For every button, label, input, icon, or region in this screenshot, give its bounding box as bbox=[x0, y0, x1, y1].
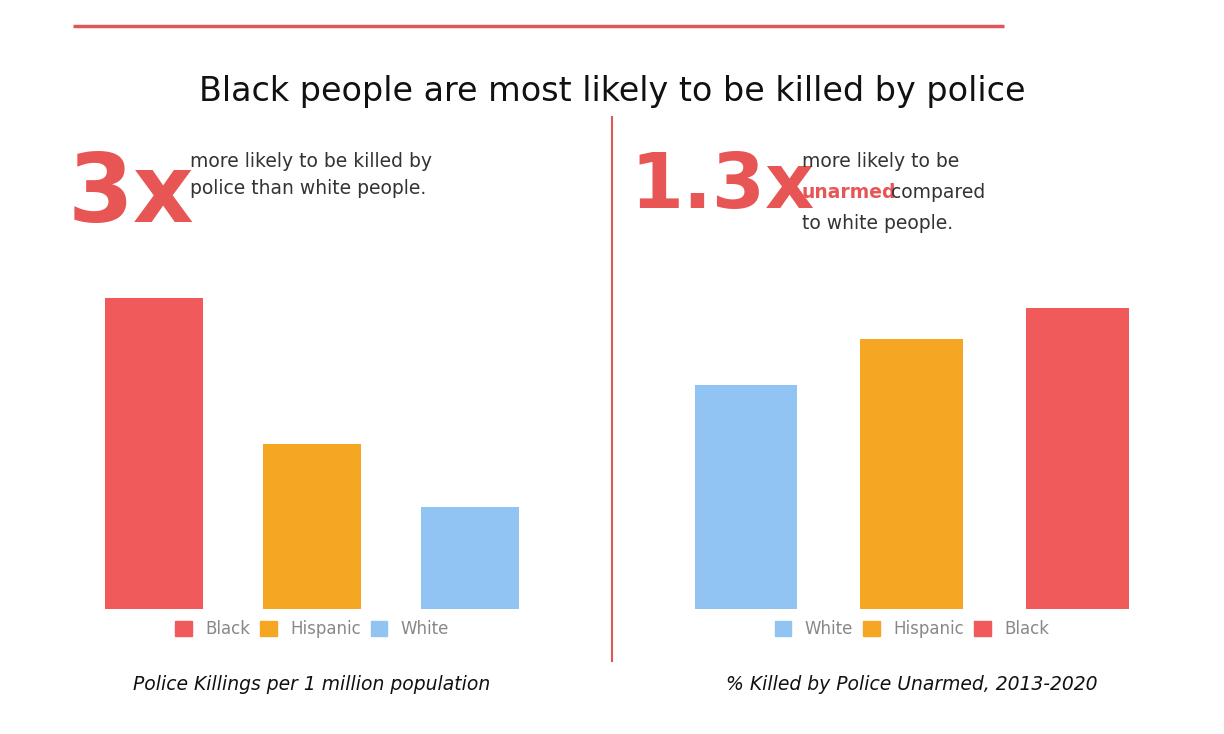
Bar bbox=[1026, 308, 1129, 609]
Legend: White, Hispanic, Black: White, Hispanic, Black bbox=[769, 614, 1055, 645]
Text: % Killed by Police Unarmed, 2013-2020: % Killed by Police Unarmed, 2013-2020 bbox=[726, 675, 1098, 694]
Bar bbox=[695, 385, 798, 609]
Text: to white people.: to white people. bbox=[802, 214, 952, 233]
Bar bbox=[105, 298, 203, 609]
Text: more likely to be: more likely to be bbox=[802, 152, 958, 171]
Bar bbox=[860, 339, 963, 609]
Legend: Black, Hispanic, White: Black, Hispanic, White bbox=[169, 614, 455, 645]
Text: 1.3x: 1.3x bbox=[630, 150, 815, 225]
Text: Police Killings per 1 million population: Police Killings per 1 million population bbox=[133, 675, 491, 694]
Text: Black people are most likely to be killed by police: Black people are most likely to be kille… bbox=[198, 76, 1026, 108]
Text: unarmed: unarmed bbox=[802, 183, 896, 202]
Bar bbox=[263, 444, 361, 609]
Text: compared: compared bbox=[885, 183, 985, 202]
Bar bbox=[421, 506, 519, 609]
Text: more likely to be killed by
police than white people.: more likely to be killed by police than … bbox=[190, 152, 432, 198]
Text: 3x: 3x bbox=[67, 150, 195, 242]
